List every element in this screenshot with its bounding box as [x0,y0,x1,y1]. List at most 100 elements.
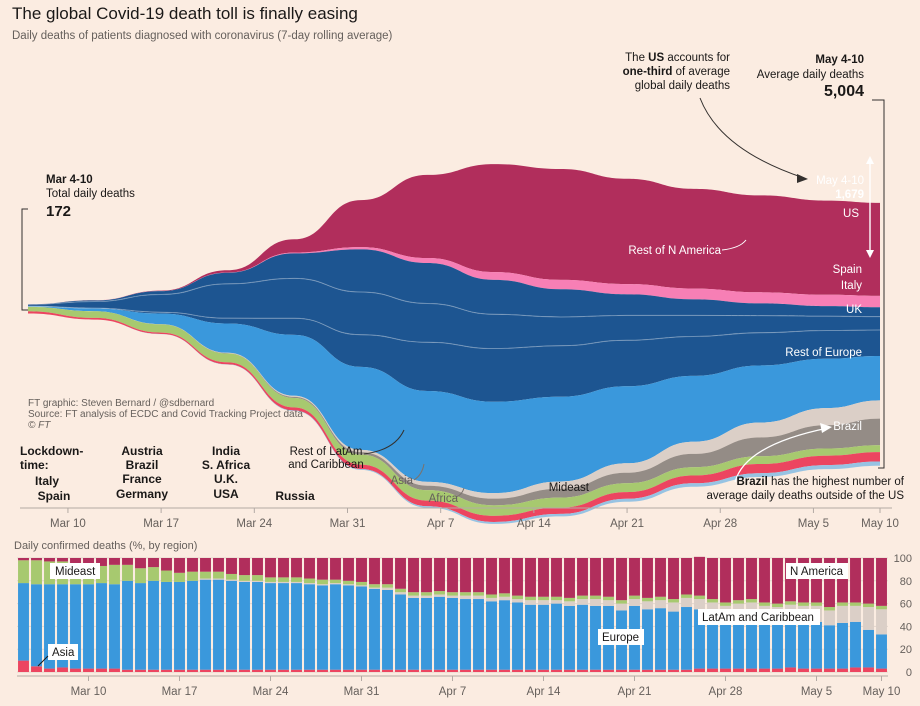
lockdown-spain: Spain [38,489,71,503]
us-value-label: May 4-10 1,679 [816,175,864,201]
label-africa: Africa [429,493,459,505]
lockdown-germany: Germany [116,487,168,501]
bar-mideast-apr-6 [434,591,445,595]
end-bracket [872,99,885,469]
bottom-tick-label-may-5: May 5 [801,686,832,698]
label-italy: Italy [841,280,862,292]
bar-mideast-apr-23 [655,596,666,601]
bar-mideast-apr-24 [668,599,679,603]
bar-asia-apr-23 [655,669,666,672]
bar-europe-mar-7 [44,584,55,669]
bar-n-america-apr-26 [694,556,705,596]
bottom-tick-label-mar-24: Mar 24 [253,686,289,698]
bar-mideast-apr-25 [681,594,692,598]
bar-asia-may-2 [772,668,783,672]
bar-n-america-apr-21 [629,558,640,596]
bar-europe-mar-8 [57,584,68,668]
lockdown-austria: Austria [121,444,163,458]
bottom-tick-label-mar-10: Mar 10 [71,686,107,698]
bar-asia-apr-26 [694,668,705,672]
bar-mideast-apr-2 [382,584,393,588]
bar-asia-may-6 [824,668,835,672]
rest-n-america-pointer [721,239,747,251]
brazil-note: Brazil has the highest number of average… [706,476,904,502]
bar-n-america-apr-28 [720,558,731,603]
y-tick-label-60: 60 [900,599,912,611]
us-note: The US accounts for one-third of average… [623,52,731,92]
bar-europe-mar-25 [278,583,289,670]
lockdown-uk: U.K. [214,472,238,486]
top-tick-label-may-10: May 10 [861,518,899,530]
bar-n-america-mar-7 [44,558,55,562]
bar-n-america-apr-14 [538,558,549,597]
bar-latam-and-caribbean-mar-31 [356,585,367,587]
bar-asia-mar-31 [356,669,367,672]
bar-n-america-mar-29 [330,558,341,580]
bar-n-america-mar-9 [70,558,81,564]
bar-europe-may-1 [759,618,770,669]
label-mideast: Mideast [549,482,590,494]
bar-europe-may-2 [772,620,783,669]
label-rest-n-america: Rest of N America [628,245,721,257]
bar-n-america-apr-18 [590,558,601,596]
bar-europe-apr-26 [694,609,705,669]
bar-latam-and-caribbean-apr-29 [733,603,744,614]
bar-latam-and-caribbean-may-10 [876,609,887,635]
bar-latam-and-caribbean-apr-27 [707,602,718,614]
area-mideast [28,306,880,516]
bar-europe-mar-16 [161,581,172,670]
bar-europe-apr-6 [434,596,445,670]
bar-mideast-mar-16 [161,570,172,582]
bar-europe-mar-28 [317,585,328,670]
bar-asia-mar-13 [122,669,133,672]
bar-europe-apr-24 [668,611,679,670]
bar-n-america-may-5 [811,558,822,603]
label-rest-latam-line-1: Rest of LatAm [290,446,363,458]
top-tick-label-apr-7: Apr 7 [427,518,455,530]
bar-n-america-apr-25 [681,558,692,595]
bar-n-america-mar-22 [239,558,250,576]
y-tick-label-80: 80 [900,576,912,588]
bar-n-america-apr-16 [564,558,575,598]
bar-n-america-mar-23 [252,558,263,576]
bar-europe-apr-4 [408,597,419,670]
bottom-tick-label-mar-31: Mar 31 [344,686,380,698]
brazil-note-line-2: average daily deaths outside of the US [706,490,904,502]
bar-asia-apr-18 [590,669,601,672]
bar-latam-and-caribbean-apr-8 [460,595,471,600]
label-rest-of-europe: Rest of Europe [785,347,862,359]
lockdown-brazil: Brazil [126,458,159,472]
bar-asia-apr-28 [720,668,731,672]
bar-mideast-may-7 [837,602,848,606]
bar-europe-mar-15 [148,580,159,670]
top-x-axis: Mar 10 Mar 17 Mar 24 Mar 31 Apr 7 Apr 14 Apr 2… [20,507,899,530]
bar-n-america-mar-21 [226,558,237,574]
bar-latam-and-caribbean-mar-21 [226,579,237,581]
bar-europe-apr-10 [486,601,497,670]
bar-latam-and-caribbean-apr-21 [629,599,640,606]
bar-europe-mar-30 [343,585,354,670]
bar-asia-mar-16 [161,669,172,672]
bar-mideast-mar-22 [239,575,250,581]
bar-asia-apr-6 [434,669,445,672]
credit-graphic: FT graphic: Steven Bernard / @sdbernard [28,398,214,409]
bar-europe-may-9 [863,629,874,668]
asia-bottom-pointer [37,655,49,667]
bar-asia-apr-5 [421,669,432,672]
separator-spain [27,277,881,318]
bar-mideast-apr-30 [746,599,757,603]
bar-latam-and-caribbean-mar-23 [252,580,263,582]
bar-mideast-mar-13 [122,564,133,581]
bar-n-america-mar-14 [135,558,146,569]
bar-europe-apr-29 [733,613,744,669]
bar-asia-apr-14 [538,669,549,672]
bar-asia-may-1 [759,668,770,672]
bar-n-america-mar-18 [187,558,198,572]
bar-n-america-mar-20 [213,558,224,572]
label-us: US [843,208,859,220]
us-note-line-2: one-third of average [623,66,730,78]
bar-n-america-mar-5 [18,558,29,561]
bar-europe-mar-31 [356,586,367,670]
bar-asia-mar-17 [174,669,185,672]
bar-europe-apr-30 [746,615,757,669]
